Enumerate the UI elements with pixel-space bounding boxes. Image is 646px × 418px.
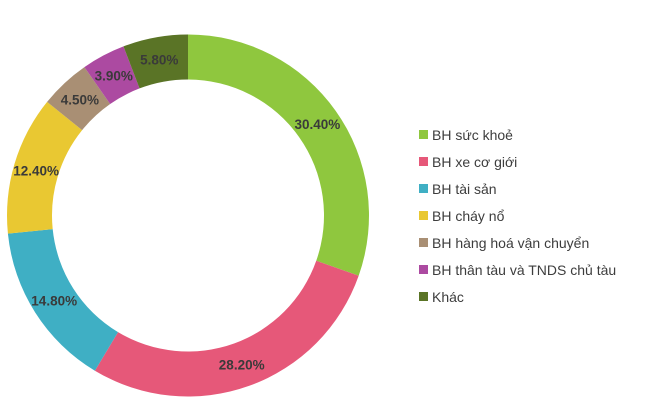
chart-legend: BH sức khoẻ BH xe cơ giới BH tài sản BH chá… xyxy=(419,121,616,310)
legend-swatch-icon xyxy=(419,184,428,193)
legend-swatch-icon xyxy=(419,157,428,166)
legend-swatch-icon xyxy=(419,265,428,274)
segment-value-label-4: 4.50% xyxy=(61,93,99,108)
segment-value-label-1: 28.20% xyxy=(219,358,265,373)
segment-value-label-5: 3.90% xyxy=(95,68,133,83)
segment-value-label-0: 30.40% xyxy=(295,117,341,132)
legend-item-5: BH thân tàu và TNDS chủ tàu xyxy=(419,256,616,283)
legend-swatch-icon xyxy=(419,130,428,139)
legend-label: BH xe cơ giới xyxy=(432,153,518,170)
legend-label: BH hàng hoá vận chuyển xyxy=(432,234,590,251)
legend-swatch-icon xyxy=(419,211,428,220)
legend-item-6: Khác xyxy=(419,283,616,310)
legend-label: BH thân tàu và TNDS chủ tàu xyxy=(432,261,617,278)
legend-swatch-icon xyxy=(419,292,428,301)
donut-segment-0 xyxy=(188,34,369,276)
donut-segment-1 xyxy=(94,260,359,397)
legend-label: BH tài sản xyxy=(432,180,497,197)
segment-value-label-6: 5.80% xyxy=(140,53,178,68)
legend-label: BH cháy nổ xyxy=(432,207,505,224)
legend-item-0: BH sức khoẻ xyxy=(419,121,616,148)
donut-segment-5 xyxy=(84,46,140,104)
donut-segment-3 xyxy=(6,101,83,234)
legend-swatch-icon xyxy=(419,238,428,247)
donut-segment-4 xyxy=(47,67,111,131)
segment-value-label-2: 14.80% xyxy=(31,293,77,308)
segment-value-label-3: 12.40% xyxy=(13,163,59,178)
legend-item-4: BH hàng hoá vận chuyển xyxy=(419,229,616,256)
legend-item-1: BH xe cơ giới xyxy=(419,148,616,175)
legend-item-2: BH tài sản xyxy=(419,175,616,202)
legend-label: Khác xyxy=(432,288,464,305)
legend-label: BH sức khoẻ xyxy=(432,126,513,143)
legend-item-3: BH cháy nổ xyxy=(419,202,616,229)
donut-segment-6 xyxy=(123,34,188,89)
donut-segment-2 xyxy=(7,229,119,371)
